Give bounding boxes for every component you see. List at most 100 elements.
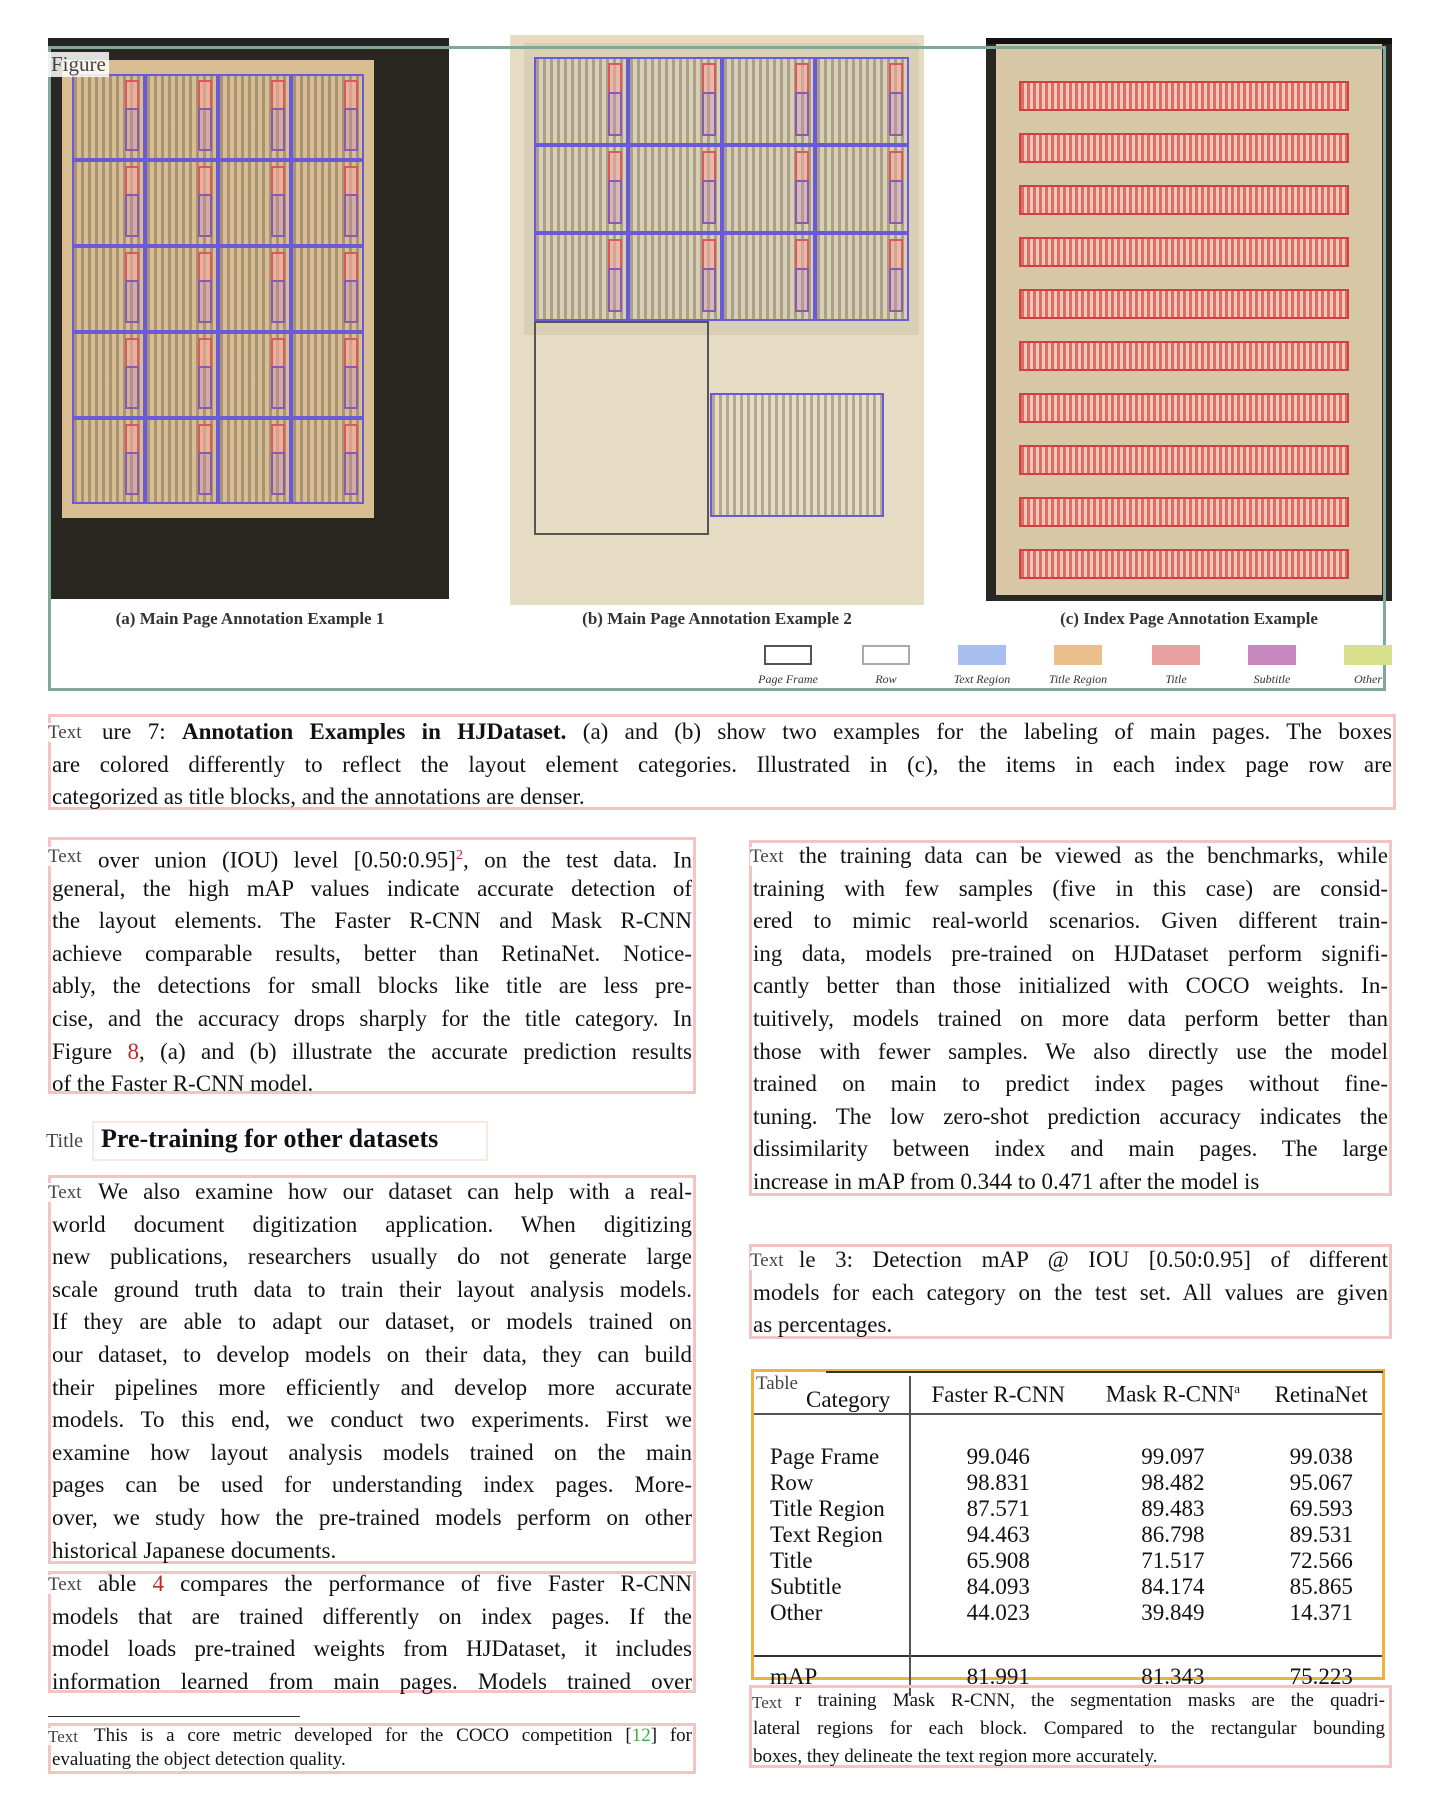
- text-label: Text: [752, 1693, 782, 1712]
- text-region-box: [815, 233, 909, 321]
- table-cell: 81.343: [1085, 1655, 1261, 1696]
- text-line: their pipelines more efficiently and dev…: [52, 1374, 692, 1400]
- table-cell: 69.593: [1289, 1496, 1353, 1521]
- table-row: Title Region 87.571 89.483 69.593: [754, 1496, 1382, 1522]
- text-line: over, we study how the pre-trained model…: [52, 1504, 692, 1530]
- text-line: If they are able to adapt our dataset, o…: [52, 1309, 692, 1335]
- subtitle-box: [795, 180, 810, 225]
- subtitle-box: [198, 452, 212, 496]
- caption-title: Annotation Examples in HJDataset.: [181, 719, 567, 744]
- table-label: Table: [756, 1373, 798, 1394]
- text-line: cantly better than those initialized wit…: [753, 973, 1388, 999]
- legend-label: Subtitle: [1253, 672, 1291, 686]
- figure-caption-b: (b) Main Page Annotation Example 2: [582, 609, 852, 628]
- title-box: [1019, 289, 1349, 319]
- table-cell: 84.093: [966, 1574, 1030, 1599]
- table-cell: Page Frame: [754, 1444, 911, 1470]
- footnote-rule: [48, 1716, 300, 1717]
- table-cell: 95.067: [1289, 1470, 1353, 1495]
- table-cell: Mask R-CNNa: [1085, 1376, 1261, 1415]
- subtitle-box: [344, 452, 358, 496]
- text-layout-box: [749, 1685, 1392, 1768]
- subtitle-box: [271, 108, 285, 152]
- title-box: [1019, 497, 1349, 527]
- table-ref-4[interactable]: 4: [152, 1571, 164, 1596]
- footnote: This is a core metric developed for the …: [52, 1725, 692, 1770]
- title-label: Title: [46, 1130, 84, 1152]
- subtitle-box: [701, 92, 716, 137]
- subtitle-box: [198, 366, 212, 410]
- table-cell: 72.566: [1289, 1548, 1353, 1573]
- text-line: examine how layout analysis models train…: [52, 1439, 692, 1465]
- subtitle-box: [344, 194, 358, 238]
- table-cell: 99.097: [1141, 1444, 1205, 1469]
- table-cell: 65.908: [966, 1548, 1030, 1573]
- subtitle-box: [198, 194, 212, 238]
- title-box: [1019, 133, 1349, 163]
- text-label: Text: [750, 1250, 784, 1271]
- table-cell: Subtitle: [754, 1574, 911, 1600]
- legend-label: Page Frame: [758, 672, 818, 686]
- table-cell: Category: [754, 1376, 911, 1415]
- table-row: Category Faster R-CNN Mask R-CNNa RetinaNet: [754, 1376, 1382, 1415]
- legend-swatch: [1344, 645, 1392, 665]
- text-line: historical Japanese documents.: [52, 1537, 337, 1563]
- text-line: le 3: Detection mAP @ IOU [0.50:0.95] of…: [799, 1247, 1388, 1272]
- subtitle-box: [701, 180, 716, 225]
- text-line: increase in mAP from 0.344 to 0.471 afte…: [753, 1168, 1260, 1194]
- table-cell: 75.223: [1260, 1655, 1382, 1696]
- left-paragraph-1: over union (IOU) level [0.50:0.95]2, on …: [52, 847, 692, 1097]
- figure-7-caption: ure 7: Annotation Examples in HJDataset.…: [52, 719, 1392, 810]
- table-row: Page Frame 99.046 99.097 99.038: [754, 1444, 1382, 1470]
- text-region-box: [534, 57, 628, 145]
- table-cell: Title Region: [754, 1496, 911, 1522]
- text-line: r training Mask R-CNN, the segmentation …: [795, 1690, 1385, 1711]
- figure-ref-8[interactable]: 8: [127, 1038, 139, 1064]
- text-line: training with few samples (five in this …: [753, 875, 1388, 901]
- legend-label: Row: [875, 672, 897, 686]
- table-cell: 98.831: [966, 1470, 1030, 1495]
- figure-caption-a: (a) Main Page Annotation Example 1: [115, 609, 385, 628]
- text-label: Text: [750, 846, 784, 867]
- table-row: Title 65.908 71.517 72.566: [754, 1548, 1382, 1574]
- legend-label: Other: [1354, 672, 1382, 686]
- table-top-rule: [826, 1371, 1383, 1373]
- table-cell: 89.531: [1289, 1522, 1353, 1547]
- citation-12[interactable]: 12: [631, 1725, 651, 1746]
- table-cell: 14.371: [1289, 1600, 1353, 1625]
- legend-label: Title Region: [1048, 672, 1108, 686]
- title-box: [1019, 549, 1349, 579]
- text-line: those with fewer samples. We also direct…: [753, 1038, 1388, 1064]
- page-frame-box: [534, 321, 709, 535]
- text-label: Text: [48, 846, 82, 867]
- figure-layout-box: [48, 46, 1386, 691]
- text-line: ing data, models pre-trained on HJDatase…: [753, 940, 1388, 966]
- table-row: Text Region 94.463 86.798 89.531: [754, 1522, 1382, 1548]
- legend-label: Title: [1165, 672, 1187, 686]
- table-cell: 99.038: [1289, 1444, 1353, 1469]
- table-cell: 71.517: [1141, 1548, 1205, 1573]
- text-line: models. To this end, we conduct two expe…: [52, 1407, 692, 1433]
- caption-layout-box: [48, 714, 1396, 810]
- subtitle-box: [344, 280, 358, 324]
- legend-swatch: [1248, 645, 1296, 665]
- table-cell: 39.849: [1141, 1600, 1205, 1625]
- text-layout-box: [749, 840, 1392, 1196]
- text-label: Text: [48, 722, 82, 743]
- text-line: the training data can be viewed as the b…: [799, 843, 1388, 868]
- page-edge: [48, 38, 449, 46]
- title-box: [1019, 185, 1349, 215]
- subtitle-box: [344, 108, 358, 152]
- text-line: ered to mimic real-world scenarios. Give…: [753, 908, 1388, 934]
- subtitle-box: [607, 180, 622, 225]
- footnote-ref-2[interactable]: 2: [455, 848, 463, 863]
- text-line: pages can be used for understanding inde…: [52, 1472, 692, 1498]
- subtitle-box: [889, 180, 903, 225]
- title-box: [1019, 237, 1349, 267]
- title-box: [1019, 341, 1349, 371]
- table-cell: 81.991: [910, 1655, 1086, 1696]
- left-paragraph-3: able 4 compares the performance of five …: [52, 1571, 692, 1694]
- text-line: We also examine how our dataset can help…: [98, 1179, 692, 1204]
- text-line: our dataset, to develop models on their …: [52, 1341, 692, 1367]
- legend-label: Text Region: [953, 672, 1011, 686]
